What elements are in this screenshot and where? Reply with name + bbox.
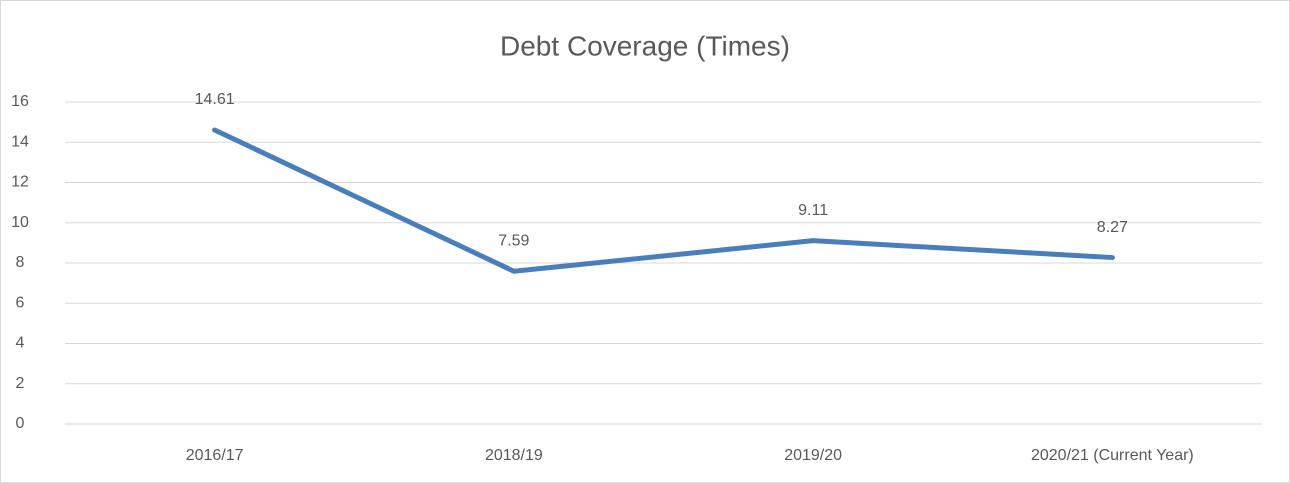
y-tick-label: 10 [11, 214, 29, 231]
y-tick-label: 14 [11, 133, 29, 150]
y-tick-label: 2 [16, 375, 25, 392]
x-tick-label: 2020/21 (Current Year) [1031, 447, 1194, 464]
y-tick-label: 16 [11, 93, 29, 110]
y-tick-label: 6 [16, 294, 25, 311]
y-tick-label: 4 [16, 335, 25, 352]
data-label: 9.11 [798, 202, 828, 219]
x-tick-label: 2018/19 [485, 447, 543, 464]
data-label: 7.59 [498, 232, 529, 249]
y-tick-label: 0 [16, 415, 25, 432]
x-tick-label: 2016/17 [186, 447, 244, 464]
data-label: 14.61 [195, 91, 235, 108]
y-tick-label: 8 [16, 254, 25, 271]
chart-title: Debt Coverage (Times) [500, 30, 790, 61]
y-tick-label: 12 [11, 174, 29, 191]
data-label: 8.27 [1097, 219, 1128, 236]
line [212, 127, 1115, 274]
x-tick-label: 2019/20 [784, 447, 842, 464]
